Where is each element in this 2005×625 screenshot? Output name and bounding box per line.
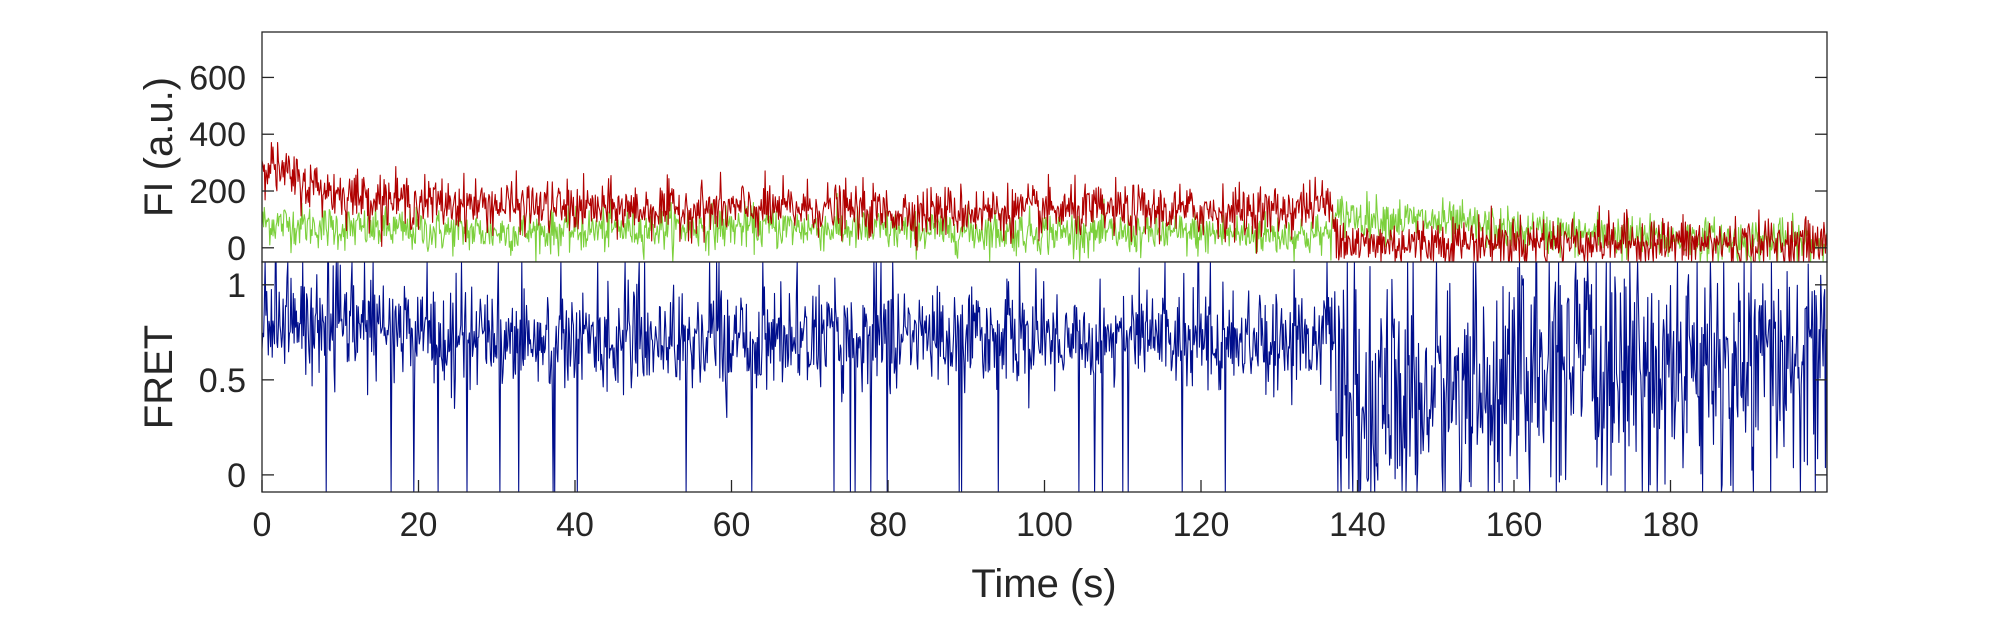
x-tick-label: 100 <box>1016 506 1073 544</box>
y-tick-label: 0.5 <box>199 362 246 400</box>
x-axis-label: Time (s) <box>971 562 1116 606</box>
fret-series-group <box>261 261 1828 493</box>
fret-axes-box <box>261 261 1828 493</box>
x-tick-label: 120 <box>1173 506 1230 544</box>
y-tick-label: 1 <box>227 267 246 305</box>
x-tick-label: 40 <box>556 506 594 544</box>
fluorescence-y-axis-label: FI (a.u.) <box>137 77 181 217</box>
y-tick-label: 200 <box>189 173 246 211</box>
fret-panel: 00.51 0 20 40 60 80 100 120 140 160 180 FRET Time… <box>137 261 1828 606</box>
x-tick-label: 160 <box>1486 506 1543 544</box>
series-line-0-0 <box>261 141 1828 263</box>
fluorescence-series-group <box>261 141 1828 263</box>
fret-y-axis-label: FRET <box>137 325 181 429</box>
x-tick-label: 180 <box>1642 506 1699 544</box>
x-tick-label: 60 <box>713 506 751 544</box>
fluorescence-y-ticks: 0 200 400 600 <box>189 59 1827 268</box>
y-tick-label: 0 <box>227 457 246 495</box>
x-tick-label: 20 <box>400 506 438 544</box>
x-tick-label: 0 <box>253 506 272 544</box>
series-line-0-1 <box>261 190 1828 263</box>
x-tick-label: 80 <box>869 506 907 544</box>
x-tick-label: 140 <box>1329 506 1386 544</box>
series-line-1-0 <box>261 261 1828 493</box>
fret-x-ticks: 0 20 40 60 80 100 120 140 160 180 <box>253 480 1699 544</box>
fluorescence-panel: 0 200 400 600 FI (a.u.) <box>137 31 1828 268</box>
fret-y-ticks: 00.51 <box>199 267 1827 495</box>
y-tick-label: 0 <box>227 230 246 268</box>
y-tick-label: 600 <box>189 59 246 97</box>
y-tick-label: 400 <box>189 116 246 154</box>
